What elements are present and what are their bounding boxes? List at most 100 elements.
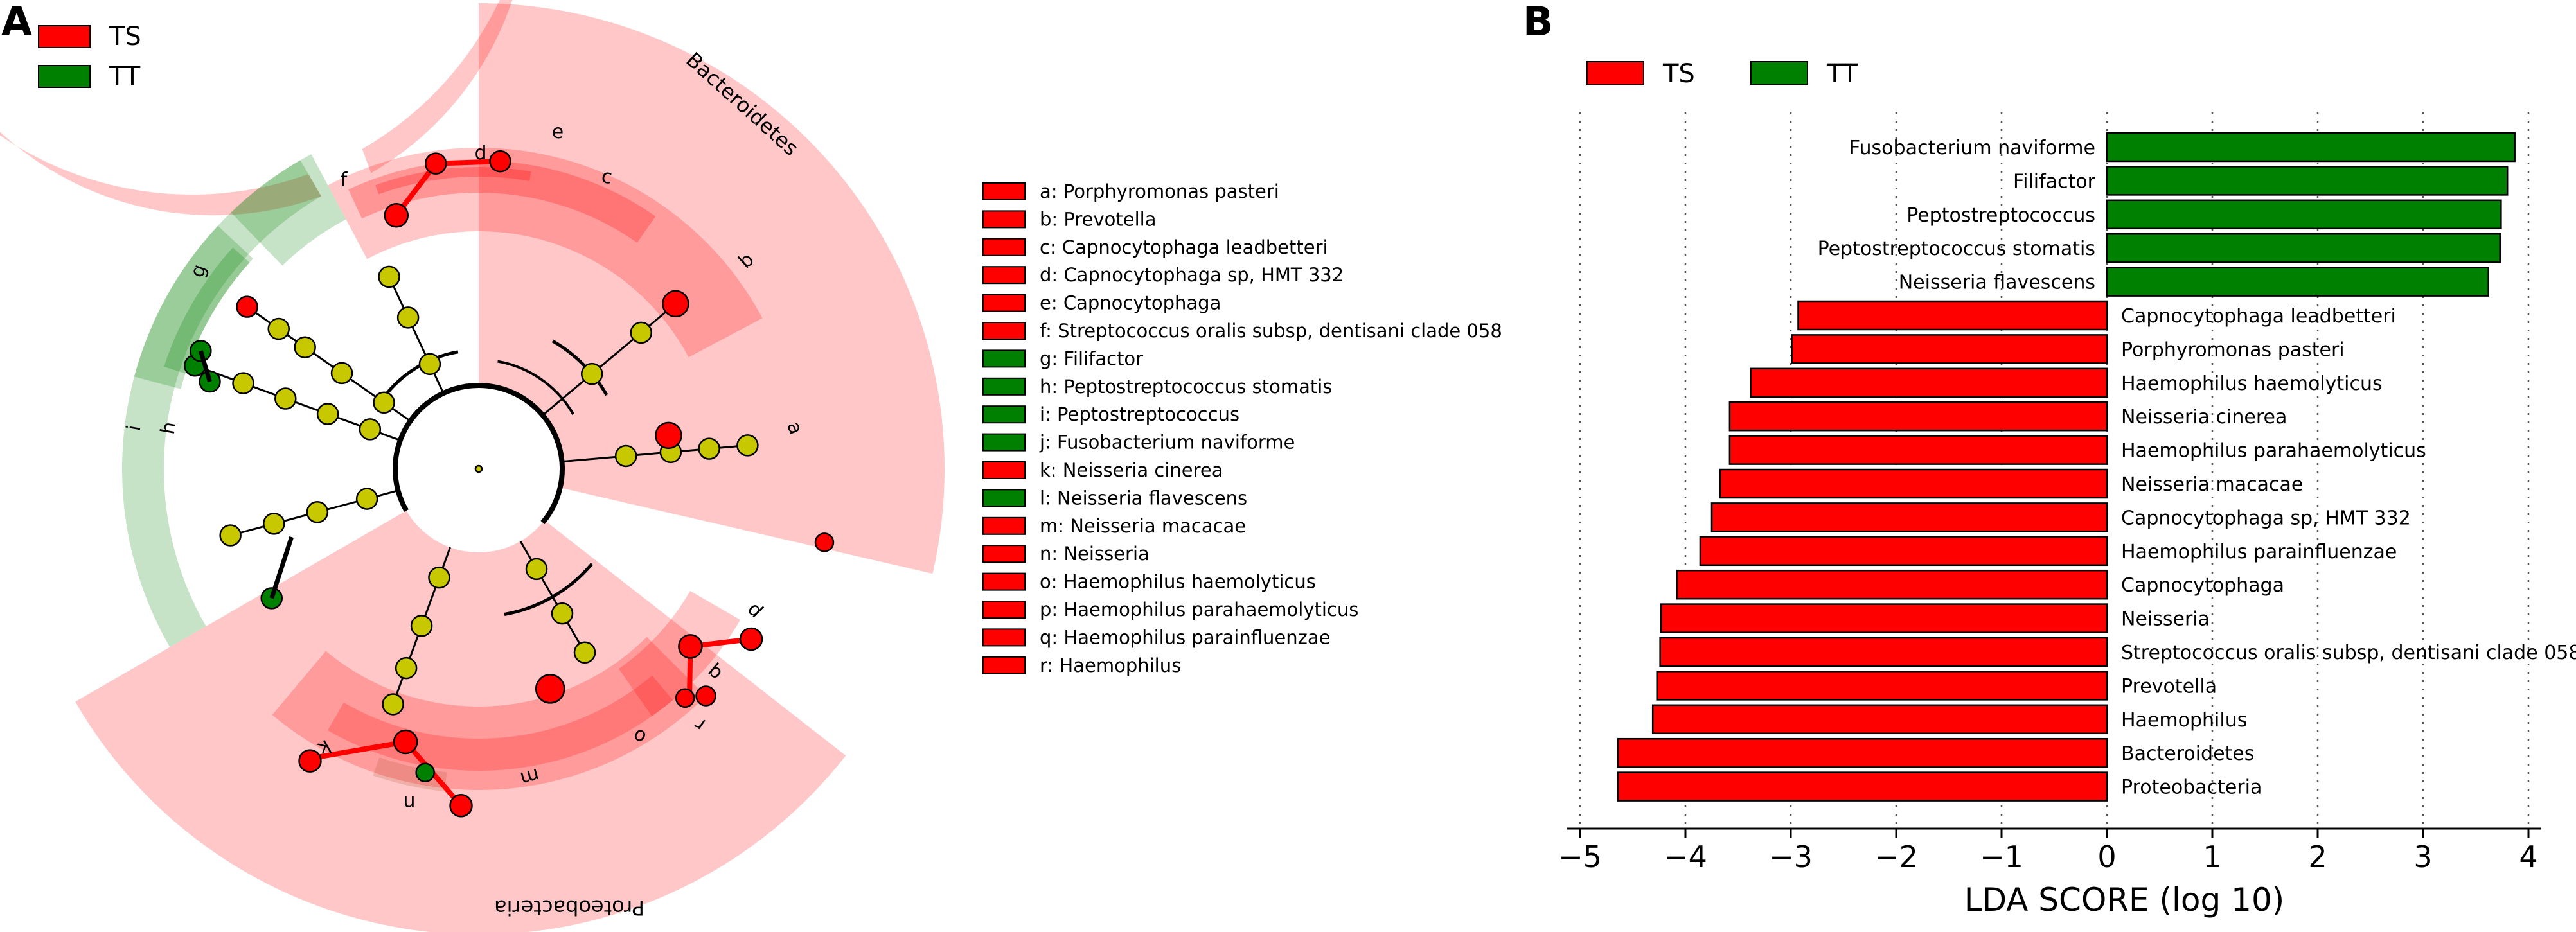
key-swatch <box>982 210 1026 229</box>
node-q <box>695 685 716 707</box>
spoke-l-node <box>232 372 254 394</box>
key-label: q: Haemophilus parainfluenzae <box>1040 626 1330 648</box>
key-swatch <box>982 182 1026 200</box>
bar <box>1699 536 2108 567</box>
key-swatch <box>982 656 1026 674</box>
x-tick-label: −1 <box>1980 840 2023 874</box>
spoke-l-node <box>316 403 339 425</box>
x-tick-label: 3 <box>2413 840 2432 874</box>
bar <box>1656 671 2108 701</box>
lda-x-axis: −5 −4 −3 −2 −1 0 1 2 3 4 <box>1558 827 2541 874</box>
bar-label: Haemophilus parainfluenzae <box>2121 541 2397 563</box>
spoke-a-line <box>542 303 677 416</box>
key-swatch <box>982 545 1026 563</box>
spoke-c-node <box>698 437 720 460</box>
key-swatch <box>982 405 1026 424</box>
clade-letter-c: c <box>600 165 614 189</box>
spoke-g-node <box>306 501 329 523</box>
x-tick-label: −5 <box>1558 840 1602 874</box>
key-label: j: Fusobacterium naviforme <box>1039 432 1295 453</box>
bar <box>1750 367 2108 398</box>
spoke-k-node <box>382 693 404 716</box>
panel-b-letter: B <box>1523 0 1553 45</box>
node-b <box>662 290 689 318</box>
sector-filifactor <box>231 154 346 266</box>
bar <box>1617 737 2108 768</box>
bar-label: Prevotella <box>2121 675 2217 698</box>
cladogram-legend: TS TT <box>38 22 141 91</box>
bar-label: Peptostreptococcus stomatis <box>1818 238 2095 260</box>
key-swatch <box>982 322 1026 340</box>
spoke-r-node <box>525 558 548 581</box>
spoke-c-node <box>614 444 637 468</box>
key-swatch <box>982 266 1026 285</box>
bar-label: Neisseria macacae <box>2121 473 2303 496</box>
node-k <box>298 749 322 773</box>
bar <box>2106 267 2489 297</box>
bar <box>2106 233 2501 263</box>
spoke-d-line <box>388 276 445 394</box>
bar <box>2106 166 2509 196</box>
spoke-d-node <box>378 265 400 288</box>
bar <box>1651 704 2108 735</box>
sector-stomatis <box>164 247 250 374</box>
bar <box>1728 435 2108 465</box>
bar-label: Haemophilus <box>2121 709 2247 732</box>
spoke-k-node <box>410 615 433 637</box>
clade-letter-e: e <box>552 121 564 143</box>
legend-label-tt: TT <box>1826 59 1858 89</box>
key-swatch <box>982 628 1026 647</box>
legend-label-tt: TT <box>109 62 141 91</box>
spoke-r-node <box>551 602 574 625</box>
node-n <box>535 674 565 704</box>
sector-bacteroidetes <box>479 3 945 574</box>
lda-legend: TS TT <box>1586 59 1858 89</box>
bar-label: Porphyromonas pasteri <box>2121 339 2345 361</box>
spoke-d-node <box>418 353 441 376</box>
lda-bars: Fusobacterium naviforme Filifactor Peptost… <box>1617 132 2576 802</box>
legend-label-ts: TS <box>1662 59 1695 89</box>
bar-label: Peptostreptococcus <box>1906 204 2095 227</box>
sector-peptostreptococcus <box>134 225 253 389</box>
clade-letter-f: f <box>341 169 348 191</box>
bar <box>1719 468 2108 499</box>
x-tick-label: 1 <box>2203 840 2221 874</box>
bar-label: Bacteroidetes <box>2121 743 2254 765</box>
key-swatch <box>982 461 1026 479</box>
x-tick-label: 4 <box>2519 840 2537 874</box>
key-swatch <box>982 294 1026 312</box>
node-l <box>415 762 435 782</box>
key-label: m: Neisseria macacae <box>1040 515 1246 537</box>
key-label: l: Neisseria flavescens <box>1040 487 1247 509</box>
phylum-label-proteobacteria: Proteobacteria <box>494 895 644 920</box>
spoke-d-node <box>396 306 420 329</box>
key-label: r: Haemophilus <box>1040 655 1181 676</box>
bar <box>2106 132 2516 163</box>
key-label: g: Filifactor <box>1040 347 1143 369</box>
branch-h <box>199 350 212 383</box>
bar-label: Neisseria cinerea <box>2121 406 2287 428</box>
bar-label: Haemophilus parahaemolyticus <box>2121 440 2426 462</box>
node-neisseria <box>393 729 418 755</box>
key-label: p: Haemophilus parahaemolyticus <box>1040 599 1358 620</box>
x-tick-label: 2 <box>2308 840 2327 874</box>
node-haemophilus <box>678 634 703 659</box>
key-swatch <box>982 516 1026 535</box>
spoke-f-node <box>236 295 258 318</box>
node-e <box>384 203 409 228</box>
root-node <box>474 464 483 473</box>
node-bacteroidetes <box>655 421 682 450</box>
cladogram <box>0 0 945 932</box>
backbone-arc <box>393 383 565 525</box>
sector-fusobacterium <box>122 160 321 647</box>
spoke-f-node <box>373 391 395 414</box>
spoke-g-node <box>219 524 242 547</box>
panel-a-letter: A <box>1 0 32 45</box>
bar <box>1710 502 2108 532</box>
branch-k <box>311 739 406 761</box>
legend-swatch-ts <box>1586 61 1644 85</box>
spoke-a-node <box>630 321 653 344</box>
legend-swatch-ts <box>38 25 91 48</box>
spoke-l-node <box>359 418 382 441</box>
